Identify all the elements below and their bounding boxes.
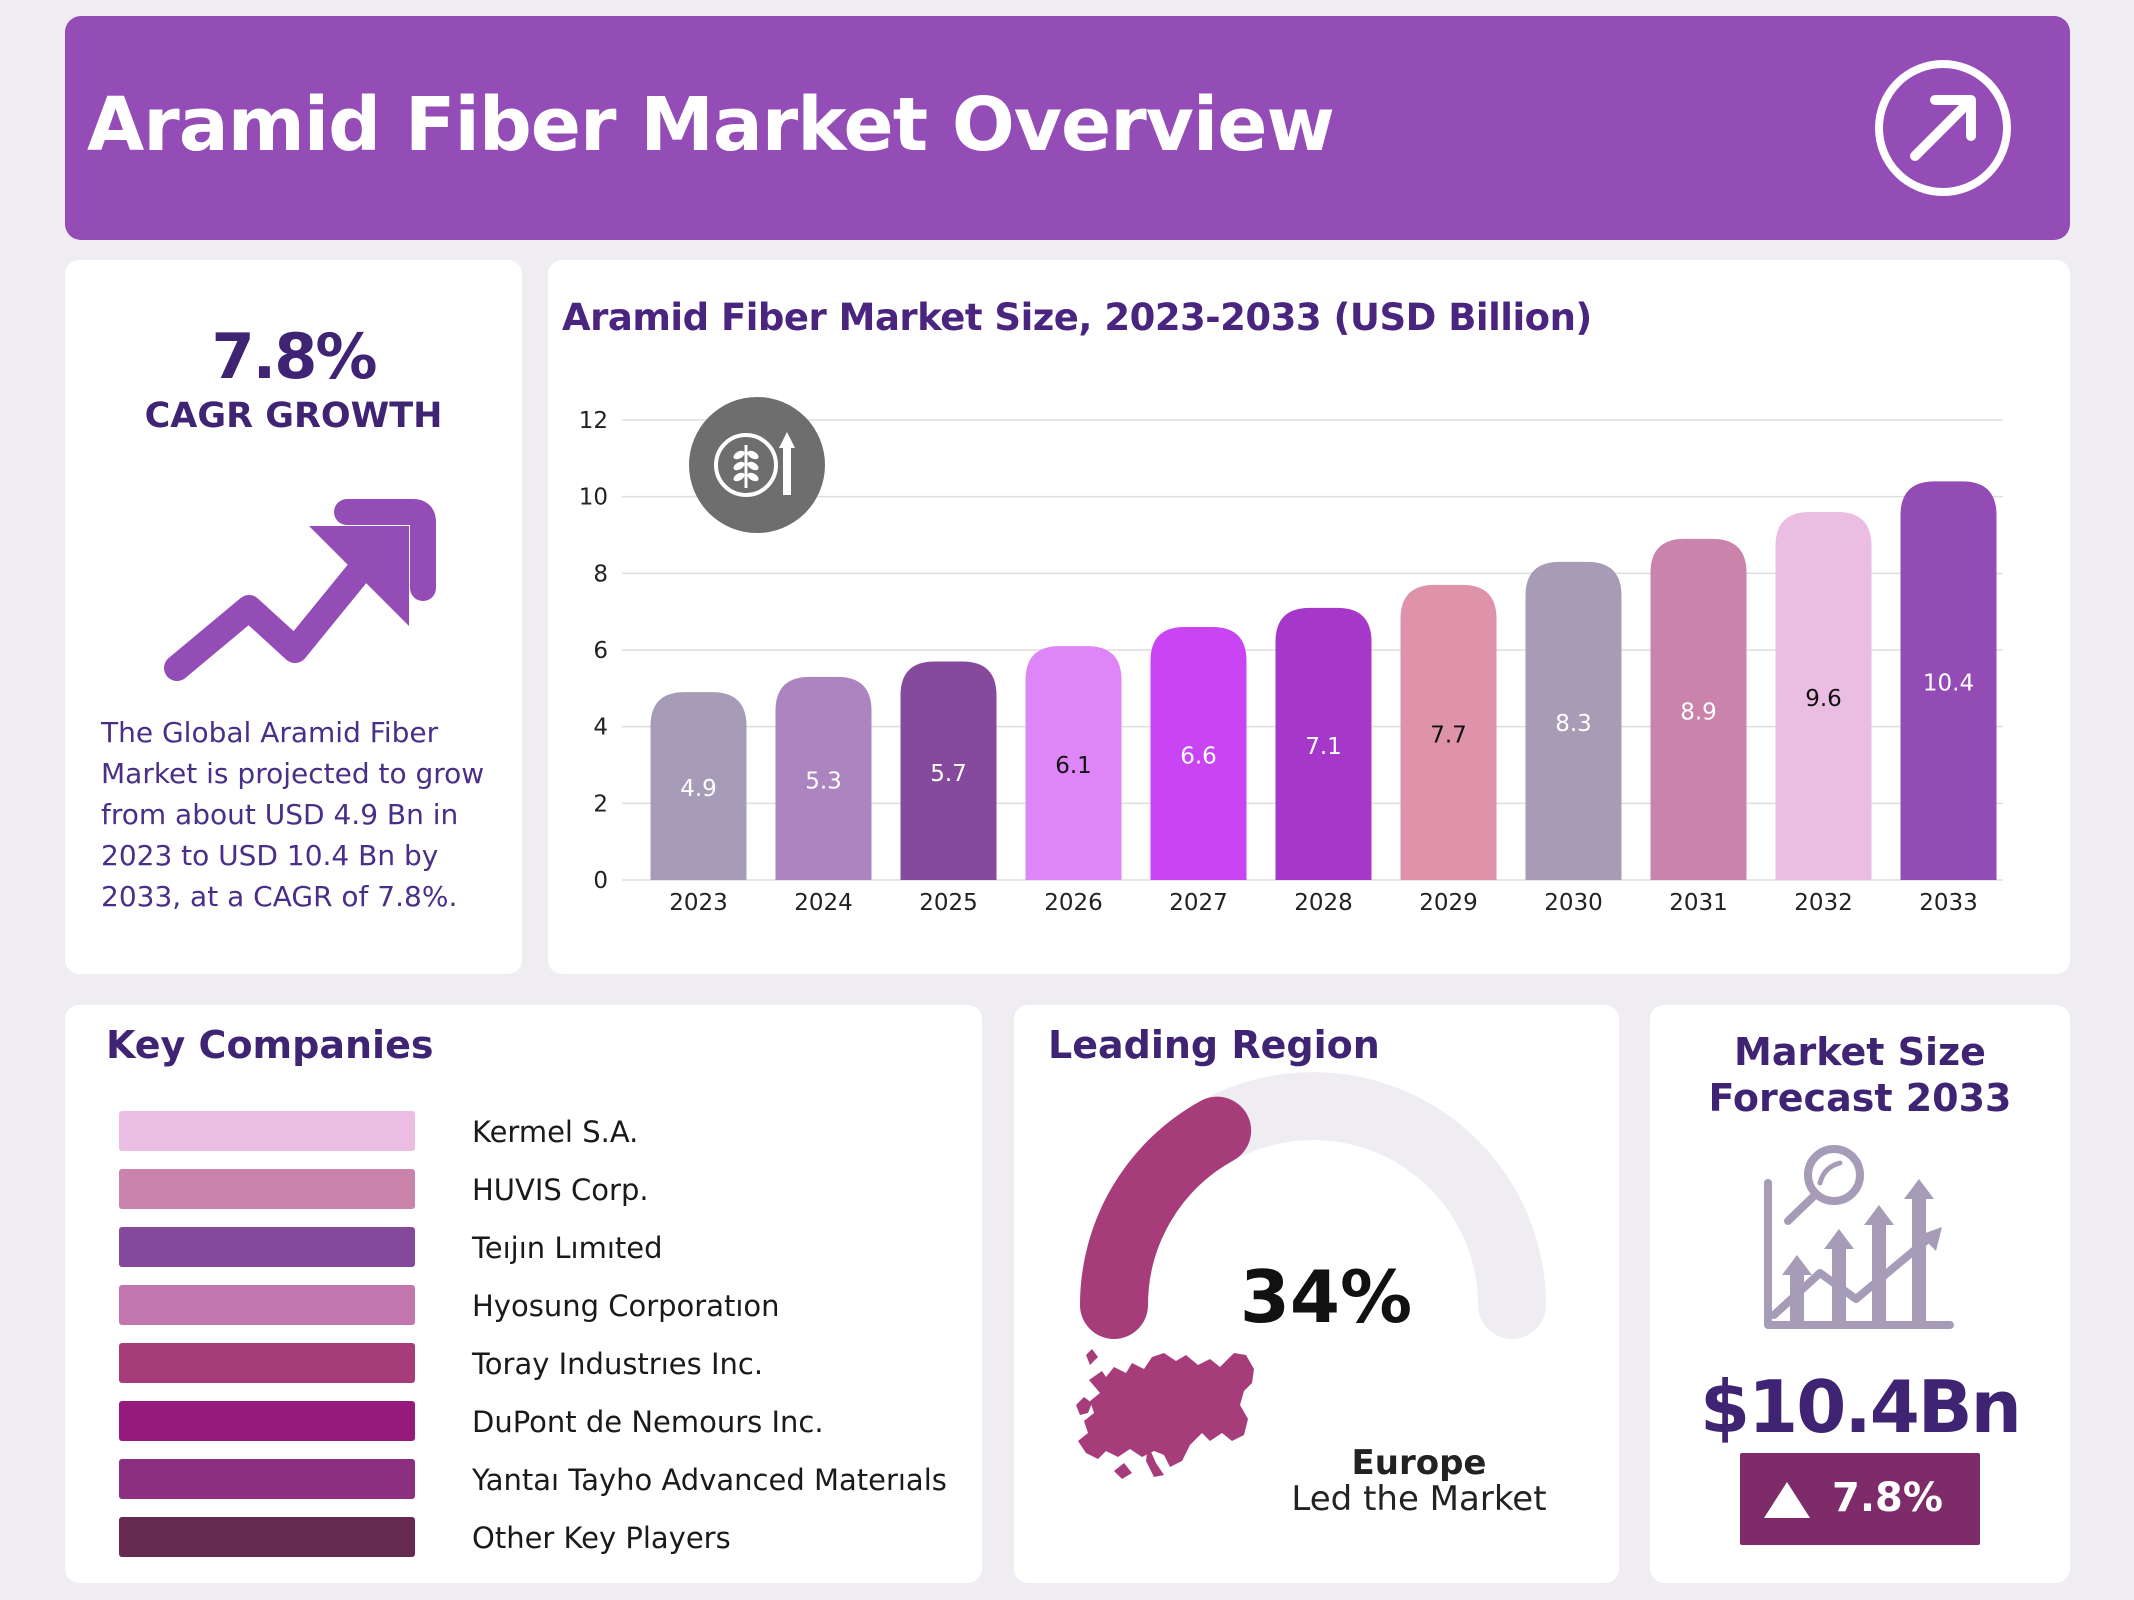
growth-analysis-chart-icon [1764,1145,1954,1329]
region-name: Europe [1351,1443,1487,1483]
bar-2028 [1275,607,1372,880]
region-subtitle: Led the Market [1291,1479,1547,1519]
y-tick-label: 2 [593,791,608,817]
x-tick-label: 2023 [669,890,728,916]
leading-region-card: Leading Region 34% Europe Led the Market [1014,1005,1619,1583]
x-tick-label: 2024 [794,890,853,916]
trend-up-arrow-icon [164,499,436,681]
y-tick-label: 4 [593,715,608,741]
companies-title: Key Companies [106,1023,434,1067]
company-color-swatch [119,1517,415,1557]
company-color-swatch [119,1459,415,1499]
x-tick-label: 2030 [1544,890,1603,916]
x-tick-label: 2033 [1919,890,1978,916]
bar-2030 [1525,561,1622,880]
chart-title: Aramid Fiber Market Size, 2023-2033 (USD… [562,296,1592,339]
region-share-value: 34% [1239,1255,1413,1339]
europe-map-icon [1076,1349,1254,1479]
company-name: HUVIS Corp. [472,1173,649,1207]
bar-2033 [1900,481,1997,880]
forecast-value: $10.4Bn [1700,1365,2022,1449]
x-tick-label: 2026 [1044,890,1103,916]
key-companies-card: Key Companies Kermel S.A. HUVIS Corp. Teıj… [65,1005,982,1583]
bar-value-label: 10.4 [1923,671,1974,697]
cagr-label: CAGR GROWTH [144,396,443,436]
company-color-swatch [119,1111,415,1151]
company-color-swatch [119,1227,415,1267]
y-tick-label: 8 [593,561,608,587]
list-item: Hyosung Corporatıon [65,1283,982,1325]
bar-value-label: 7.1 [1305,734,1342,760]
bar-value-label: 6.1 [1055,753,1092,779]
forecast-card: Market Size Forecast 2033 $10.4Bn 7.8% [1650,1005,2070,1583]
y-tick-label: 6 [593,638,608,664]
wheat-growth-icon [689,397,825,533]
region-gauge [1076,1072,1546,1479]
company-name: Teıjın Lımıted [472,1231,663,1265]
bar-2025 [900,661,997,880]
x-tick-label: 2031 [1669,890,1728,916]
bar-value-label: 8.9 [1680,699,1717,725]
cagr-description: The Global Aramid Fiber Market is projec… [101,716,485,913]
growth-badge: 7.8% [1740,1453,1980,1545]
company-color-swatch [119,1401,415,1441]
gauge-fill [1080,1096,1252,1339]
bar-2032 [1775,512,1872,880]
x-tick-label: 2025 [919,890,978,916]
bar-2029 [1400,584,1497,880]
company-color-swatch [119,1343,415,1383]
company-name: Hyosung Corporatıon [472,1289,780,1323]
bar-chart: 0 2 4 6 8 10 12 4.9 2023 5.3 2024 5.7 2025 6.1 2026 6.… [579,397,2003,916]
company-name: Other Key Players [472,1521,731,1555]
bar-value-label: 9.6 [1805,686,1842,712]
company-color-swatch [119,1285,415,1325]
list-item: Toray Industrıes Inc. [65,1341,982,1383]
x-tick-label: 2029 [1419,890,1478,916]
bar-value-label: 8.3 [1555,711,1592,737]
region-title: Leading Region [1048,1023,1380,1067]
bar-2024 [775,676,872,880]
company-name: DuPont de Nemours Inc. [472,1405,824,1439]
list-item: Kermel S.A. [65,1109,982,1151]
company-name: Yantaı Tayho Advanced Materıals [472,1463,947,1497]
list-item: Yantaı Tayho Advanced Materıals [65,1457,982,1499]
list-item: Other Key Players [65,1515,982,1557]
triangle-up-icon [1764,1482,1810,1518]
header-banner: Aramid Fiber Market Overview [65,16,2070,240]
chart-card: Aramid Fiber Market Size, 2023-2033 (USD… [548,260,2070,974]
y-tick-label: 10 [579,485,608,511]
bar-2026 [1025,646,1122,880]
company-name: Kermel S.A. [472,1115,639,1149]
bar-2023 [650,692,747,880]
growth-badge-value: 7.8% [1832,1475,1943,1521]
bar-2027 [1150,627,1247,880]
forecast-title: Market Size Forecast 2033 [1708,1030,2012,1120]
list-item: HUVIS Corp. [65,1167,982,1209]
bar-2031 [1650,538,1747,880]
list-item: Teıjın Lımıted [65,1225,982,1267]
y-tick-label: 12 [579,408,608,434]
company-name: Toray Industrıes Inc. [472,1347,764,1381]
arrow-up-right-icon [1875,60,2011,196]
bar-value-label: 5.3 [805,768,842,794]
bar-value-label: 4.9 [680,776,717,802]
company-color-swatch [119,1169,415,1209]
bar-value-label: 6.6 [1180,744,1217,770]
cagr-card: 7.8% CAGR GROWTH The Global Aramid Fiber… [65,260,522,974]
bar-value-label: 7.7 [1430,722,1467,748]
x-tick-label: 2027 [1169,890,1228,916]
bar-value-label: 5.7 [930,761,967,787]
page-title: Aramid Fiber Market Overview [87,82,1335,168]
y-tick-label: 0 [593,868,608,894]
x-tick-label: 2028 [1294,890,1353,916]
x-tick-label: 2032 [1794,890,1853,916]
list-item: DuPont de Nemours Inc. [65,1399,982,1441]
cagr-value: 7.8% [211,320,378,393]
